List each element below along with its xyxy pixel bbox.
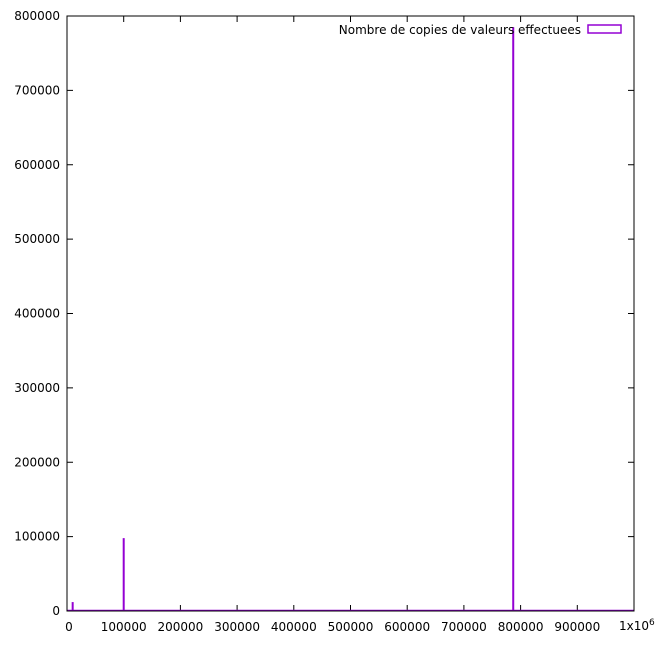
x-tick-label: 200000 <box>157 620 203 634</box>
x-tick-label: 800000 <box>498 620 544 634</box>
bars-layer <box>67 27 634 612</box>
x-axis-end-label: 1x106 <box>619 618 655 633</box>
x-tick-label: 900000 <box>554 620 600 634</box>
ticks-layer: 0 100000 200000 300000 400000 500000 600000 700… <box>14 9 635 634</box>
x-tick-label: 500000 <box>328 620 374 634</box>
legend-swatch <box>587 24 622 34</box>
y-tick-label: 200000 <box>14 455 60 469</box>
x-tick-label: 0 <box>65 620 73 634</box>
y-tick-label: 0 <box>52 604 60 618</box>
x-tick-label: 100000 <box>101 620 147 634</box>
y-tick-label: 400000 <box>14 307 60 321</box>
y-tick-label: 300000 <box>14 381 60 395</box>
legend: Nombre de copies de valeurs effectuees <box>339 23 622 37</box>
y-tick-label: 600000 <box>14 158 60 172</box>
y-tick-label: 800000 <box>14 9 60 23</box>
x-tick-label: 300000 <box>214 620 260 634</box>
x-tick-label: 400000 <box>271 620 317 634</box>
legend-label: Nombre de copies de valeurs effectuees <box>339 23 581 37</box>
x-axis-end-label-base: 1x10 <box>619 619 649 633</box>
plot-frame <box>66 15 635 612</box>
x-tick-label: 600000 <box>384 620 430 634</box>
x-axis-end-label-exponent: 6 <box>649 618 655 628</box>
y-tick-label: 100000 <box>14 530 60 544</box>
x-tick-label: 700000 <box>441 620 487 634</box>
y-tick-label: 500000 <box>14 232 60 246</box>
y-tick-label: 700000 <box>14 83 60 97</box>
